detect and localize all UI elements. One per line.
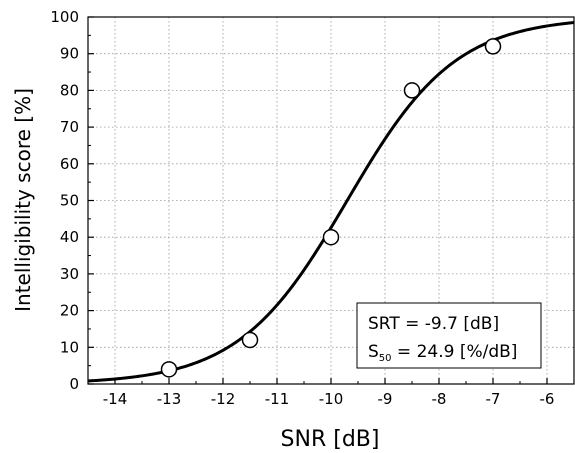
x-tick-label: -11 bbox=[265, 390, 290, 408]
y-axis-title: Intelligibility score [%] bbox=[11, 88, 35, 312]
y-tick-label: 50 bbox=[60, 192, 79, 210]
y-tick-label: 0 bbox=[69, 375, 79, 393]
x-tick-label: -14 bbox=[103, 390, 128, 408]
ticks-layer: -14 -13 -12 -11 -10 -9 -8 -7 -6 0 10 20 30 40 50 60 70 80… bbox=[50, 8, 554, 408]
x-axis-title: SNR [dB] bbox=[281, 427, 380, 452]
s50-label: S50 = 24.9 [%/dB] bbox=[368, 342, 517, 364]
x-tick-label: -9 bbox=[378, 390, 393, 408]
y-tick-label: 60 bbox=[60, 155, 79, 173]
x-tick-label: -7 bbox=[486, 390, 501, 408]
y-tick-label: 90 bbox=[60, 45, 79, 63]
y-tick-label: 10 bbox=[60, 338, 79, 356]
data-point bbox=[322, 228, 340, 246]
y-tick-label: 100 bbox=[50, 8, 79, 26]
x-tick-label: -8 bbox=[432, 390, 447, 408]
annotation-box: SRT = -9.7 [dB] S50 = 24.9 [%/dB] bbox=[356, 302, 542, 369]
y-tick-label: 70 bbox=[60, 118, 79, 136]
s50-subscript: 50 bbox=[379, 353, 392, 364]
y-tick-label: 20 bbox=[60, 302, 79, 320]
x-tick-label: -6 bbox=[540, 390, 555, 408]
annotation-box-frame bbox=[356, 302, 542, 369]
x-tick-label: -12 bbox=[211, 390, 236, 408]
data-point bbox=[160, 361, 178, 378]
data-point bbox=[241, 331, 259, 349]
data-point bbox=[484, 38, 502, 55]
y-tick-label: 80 bbox=[60, 81, 79, 99]
data-points-layer bbox=[160, 38, 502, 378]
x-tick-label: -13 bbox=[157, 390, 182, 408]
data-point bbox=[403, 82, 421, 99]
x-tick-label: -10 bbox=[319, 390, 344, 408]
srt-label: SRT = -9.7 [dB] bbox=[368, 314, 499, 334]
y-tick-label: 30 bbox=[60, 265, 79, 283]
y-tick-label: 40 bbox=[60, 228, 79, 246]
